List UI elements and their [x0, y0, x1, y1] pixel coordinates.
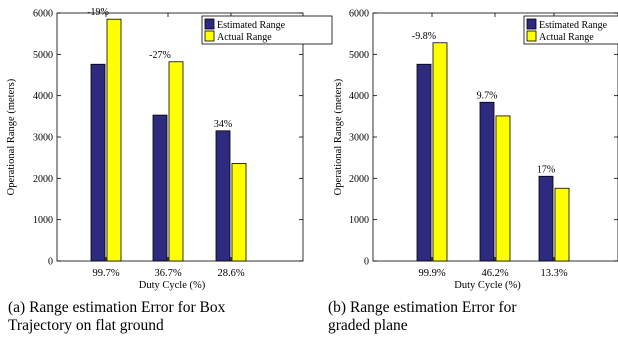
y-tick-label: 5000 — [33, 50, 53, 61]
legend-label: Actual Range — [217, 32, 272, 43]
legend-swatch — [204, 30, 215, 42]
y-axis-label: Operational Range (meters) — [6, 78, 17, 195]
bar-estimated — [479, 101, 495, 262]
legend-swatch — [204, 18, 215, 30]
bar-estimated — [416, 63, 432, 262]
legend-swatch — [526, 18, 537, 30]
legend-label: Actual Range — [539, 32, 594, 43]
x-axis-label: Duty Cycle (%) — [454, 280, 521, 291]
x-tick-label: 13.3% — [540, 268, 567, 279]
x-tick-label: 99.9% — [418, 268, 445, 279]
bar-actual — [495, 115, 511, 262]
legend-box — [201, 15, 333, 45]
y-tick-label: 0 — [48, 257, 53, 268]
axes-box — [372, 12, 618, 262]
bar-annotation: -27% — [149, 50, 171, 61]
y-tick-label: 6000 — [349, 9, 369, 20]
y-axis-label: Operational Range (meters) — [333, 78, 344, 195]
y-tick-label: 4000 — [349, 91, 369, 102]
x-tick-label: 36.7% — [154, 268, 181, 279]
caption-b-line-2: graded plane — [328, 317, 408, 334]
bar-actual — [106, 18, 122, 262]
y-tick-label: 3000 — [33, 133, 53, 144]
bar-annotation: -9.8% — [412, 31, 436, 42]
y-tick-label: 1000 — [349, 215, 369, 226]
legend-box — [523, 15, 618, 45]
chart-b: 0 1000 2000 3000 4000 5000 6000 Operational Ran… — [333, 9, 618, 291]
bar-annotation: 9.7% — [477, 90, 498, 101]
legend-label: Estimated Range — [217, 20, 286, 31]
y-tick-label: 3000 — [349, 133, 369, 144]
y-tick-label: 0 — [364, 257, 369, 268]
bar-annotation: 34% — [214, 119, 232, 130]
y-tick-label: 4000 — [33, 91, 53, 102]
bar-actual — [432, 42, 448, 262]
y-tick-label: 6000 — [33, 9, 53, 20]
bar-estimated — [538, 175, 554, 262]
caption-a: (a) Range estimation Error for Box Traje… — [8, 299, 310, 335]
x-axis-label: Duty Cycle (%) — [139, 280, 206, 291]
chart-a: 0 1000 2000 3000 4000 5000 6000 Operational Ran… — [6, 7, 333, 291]
bar-estimated — [215, 130, 231, 262]
y-tick-label: 5000 — [349, 50, 369, 61]
bar-actual — [554, 187, 570, 262]
caption-b: (b) Range estimation Error for graded pl… — [328, 299, 618, 335]
y-tick-label: 1000 — [33, 215, 53, 226]
bar-annotation: 17% — [537, 164, 555, 175]
caption-b-line-1: (b) Range estimation Error for — [328, 299, 517, 316]
bar-estimated — [152, 114, 168, 262]
x-tick-label: 46.2% — [481, 268, 508, 279]
bar-actual — [231, 163, 247, 262]
y-tick-label: 2000 — [349, 174, 369, 185]
caption-a-line-1: (a) Range estimation Error for Box — [8, 299, 226, 316]
x-tick-label: 99.7% — [92, 268, 119, 279]
legend-swatch — [526, 30, 537, 42]
y-tick-label: 2000 — [33, 174, 53, 185]
bar-actual — [168, 61, 184, 262]
bar-estimated — [90, 63, 106, 262]
caption-a-line-2: Trajectory on flat ground — [8, 317, 164, 334]
x-tick-label: 28.6% — [217, 268, 244, 279]
bar-annotation: -19% — [87, 7, 109, 18]
legend-label: Estimated Range — [539, 20, 608, 31]
